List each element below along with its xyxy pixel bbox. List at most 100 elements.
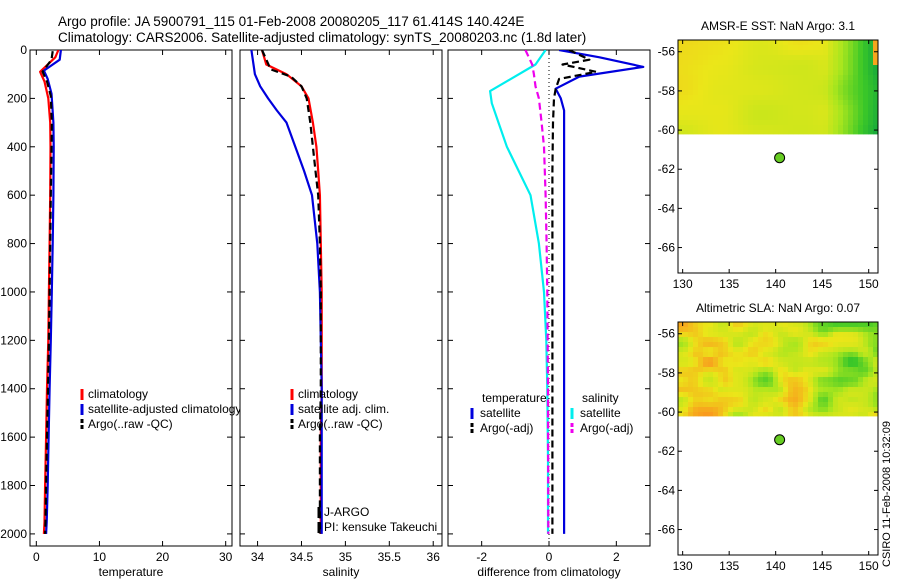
heatmap-cell [728,377,734,383]
heatmap-cell [743,372,749,378]
heatmap-cell [698,40,704,46]
heatmap-cell [763,392,769,398]
heatmap-cell [713,412,719,417]
heatmap-cell [873,352,879,358]
heatmap-cell [773,392,779,398]
heatmap-cell [758,50,764,56]
figure-title-line2: Climatology: CARS2006. Satellite-adjuste… [58,30,586,45]
heatmap-cell [703,337,709,343]
heatmap-cell [818,332,824,338]
heatmap-cell [738,382,744,388]
heatmap-cell [743,60,749,66]
heatmap-cell [873,65,879,71]
heatmap-cell [868,392,874,398]
heatmap-cell [768,95,774,101]
heatmap-cell [683,90,689,96]
heatmap-cell [703,372,709,378]
heatmap-cell [828,397,834,403]
heatmap-cell [718,357,724,363]
heatmap-cell [688,45,694,51]
heatmap-cell [818,70,824,76]
heatmap-cell [698,377,704,383]
heatmap-cell [708,40,714,46]
heatmap-cell [683,322,689,328]
heatmap-cell [743,125,749,131]
heatmap-cell [763,80,769,86]
y-tick-label: -58 [658,366,676,380]
heatmap-cell [848,75,854,81]
heatmap-cell [748,362,754,368]
heatmap-cell [768,115,774,121]
heatmap-cell [803,75,809,81]
heatmap-cell [723,367,729,373]
heatmap-cell [753,412,759,417]
heatmap-cell [718,100,724,106]
heatmap-cell [683,367,689,373]
heatmap-cell [753,65,759,71]
heatmap-cell [698,60,704,66]
annotation-text: J-ARGO [324,505,369,519]
heatmap-cell [773,347,779,353]
heatmap-cell [803,115,809,121]
heatmap-cell [708,392,714,398]
heatmap-cell [703,130,709,135]
heatmap-cell [733,105,739,111]
heatmap-cell [713,65,719,71]
heatmap-cell [873,372,879,378]
heatmap-cell [858,382,864,388]
heatmap-cell [783,352,789,358]
heatmap-cell [803,412,809,417]
heatmap-cell [708,125,714,131]
heatmap-cell [793,337,799,343]
heatmap-cell [798,130,804,135]
heatmap-cell [843,60,849,66]
heatmap-cell [853,45,859,51]
heatmap-cell [788,322,794,328]
heatmap-cell [693,352,699,358]
heatmap-cell [683,327,689,333]
x-tick-label: 150 [859,277,879,291]
heatmap-cell [698,130,704,135]
heatmap-cell [708,357,714,363]
heatmap-cell [728,352,734,358]
heatmap-cell [803,100,809,106]
heatmap-cell [748,377,754,383]
heatmap-cell [748,397,754,403]
heatmap-cell [788,110,794,116]
legend-label: climatology [88,387,148,401]
heatmap-cell [843,402,849,408]
heatmap-cell [848,45,854,51]
heatmap-cell [758,332,764,338]
heatmap-cell [778,357,784,363]
heatmap-cell [768,75,774,81]
heatmap-cell [773,397,779,403]
heatmap-cell [683,120,689,126]
heatmap-cell [808,125,814,131]
heatmap-cell [703,45,709,51]
heatmap-cell [723,382,729,388]
heatmap-cell [758,130,764,135]
heatmap-cell [793,352,799,358]
heatmap-cell [698,75,704,81]
heatmap-cell [843,95,849,101]
heatmap-cell [798,105,804,111]
heatmap-cell [778,352,784,358]
heatmap-cell [758,60,764,66]
y-tick-label: 2000 [0,527,27,541]
heatmap-cell [798,402,804,408]
heatmap-cell [778,382,784,388]
heatmap-cell [808,45,814,51]
heatmap-cell [738,70,744,76]
heatmap-cell [708,387,714,393]
heatmap-cell [818,100,824,106]
heatmap-cell [823,352,829,358]
x-tick-label: 150 [859,559,879,573]
heatmap-cell [683,125,689,131]
heatmap-cell [833,402,839,408]
heatmap-cell [683,392,689,398]
heatmap-cell [823,120,829,126]
heatmap-cell [853,120,859,126]
heatmap-cell [703,110,709,116]
heatmap-cell [703,115,709,121]
legend-group-title: salinity [582,391,619,405]
